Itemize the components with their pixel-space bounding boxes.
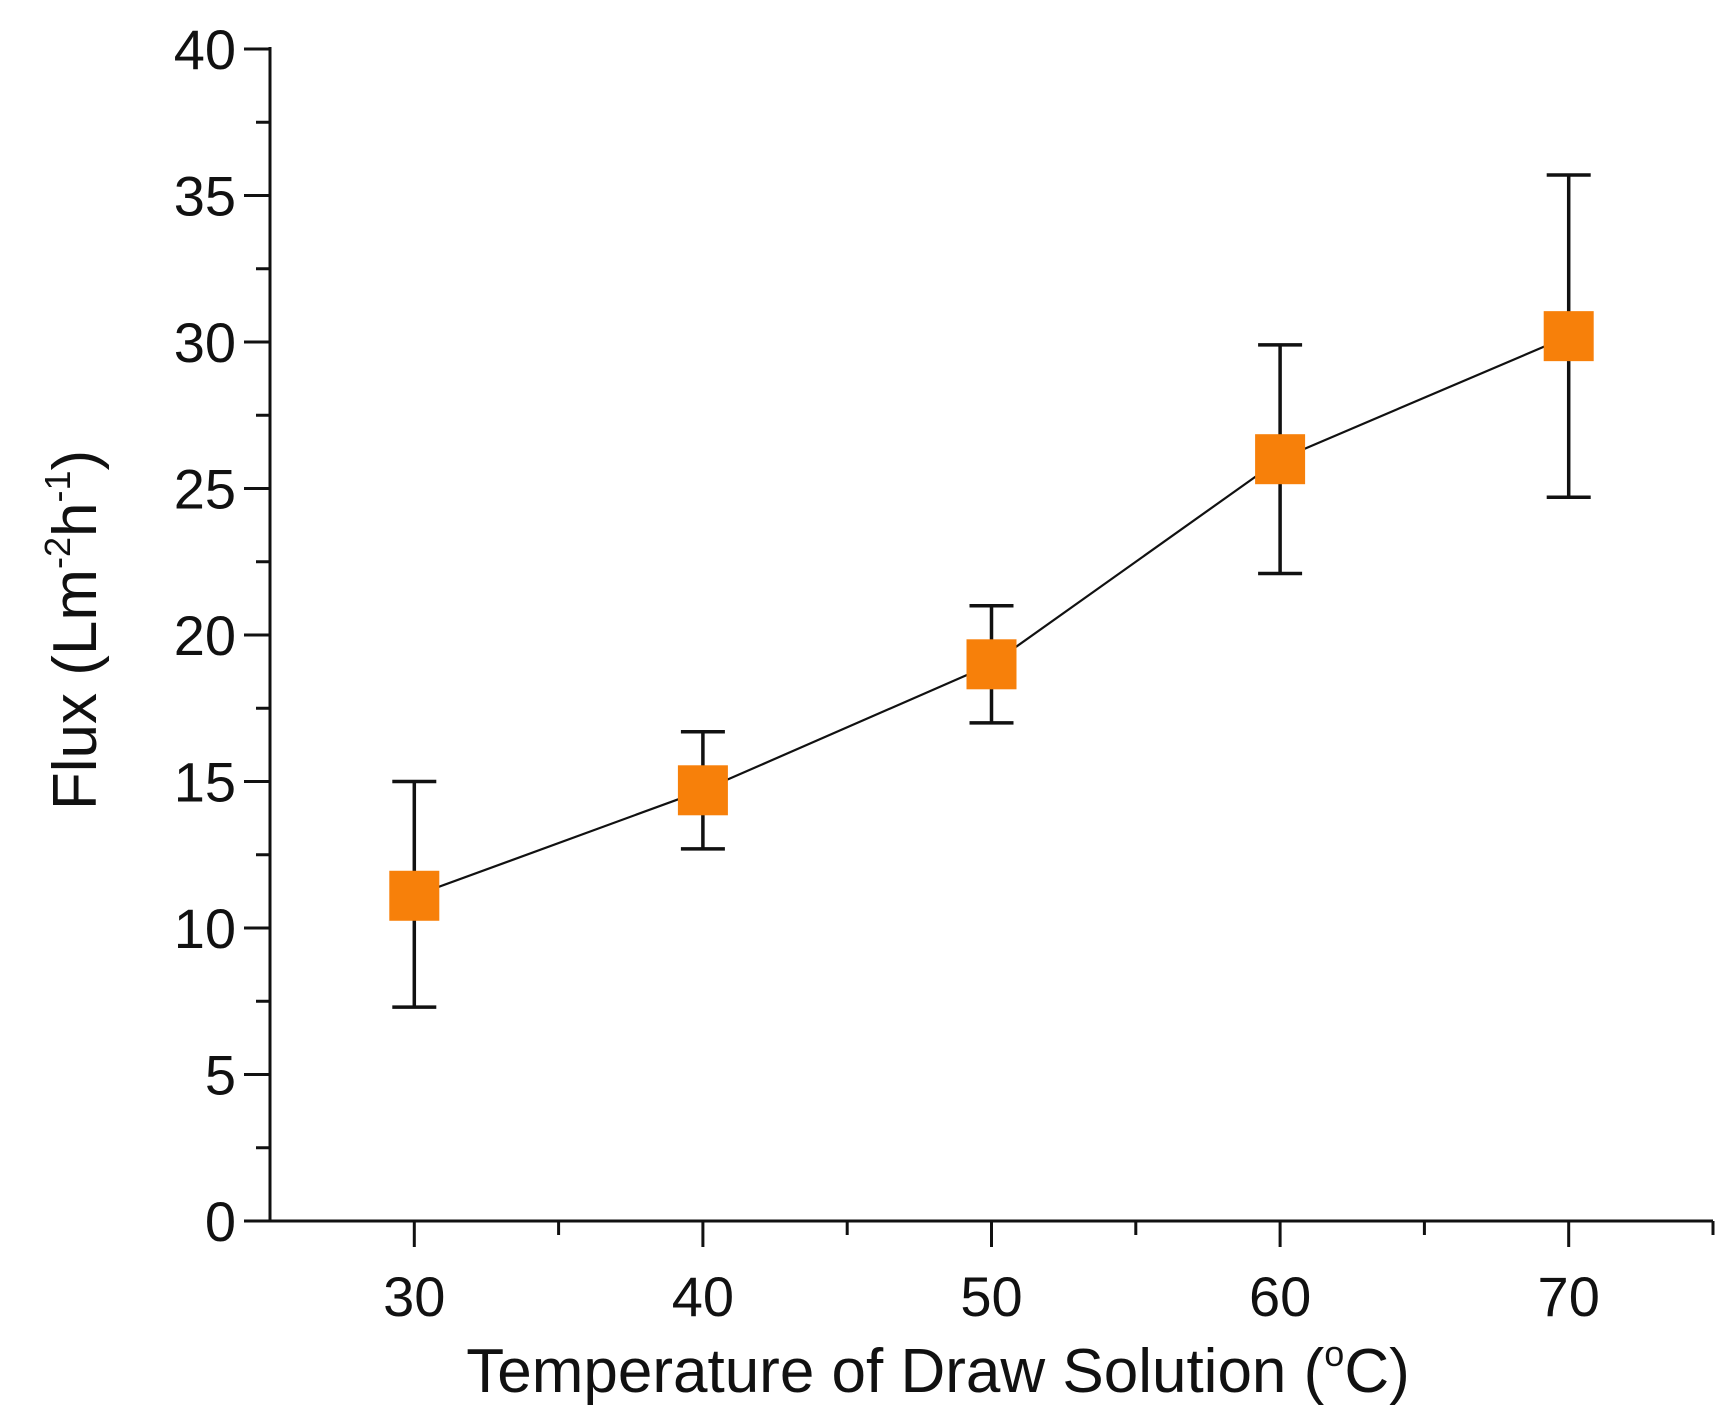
y-tick-label-15: 15 <box>174 751 236 814</box>
y-axis-title-sup2: -1 <box>37 471 78 503</box>
y-tick-label-40: 40 <box>174 18 236 81</box>
x-axis-title-main: Temperature of Draw Solution ( <box>466 1337 1324 1406</box>
y-tick-label-25: 25 <box>174 458 236 521</box>
y-axis-title-part2: h <box>41 503 110 537</box>
x-tick-label-60: 60 <box>1249 1265 1311 1328</box>
data-point-70 <box>1543 311 1594 362</box>
y-axis-title-sup1: -2 <box>37 537 78 569</box>
x-tick-label-40: 40 <box>672 1265 734 1328</box>
series-line-segment <box>990 458 1281 666</box>
y-tick-label-30: 30 <box>174 311 236 374</box>
data-point-50 <box>966 639 1017 690</box>
series-connector <box>413 335 1570 897</box>
data-markers <box>389 311 1594 921</box>
y-tick-label-10: 10 <box>174 897 236 960</box>
y-tick-label-5: 5 <box>205 1044 236 1107</box>
y-tick-label-20: 20 <box>174 604 236 667</box>
ticks: 0 5 10 15 20 25 30 35 40 30 40 50 60 70 <box>174 18 1715 1328</box>
x-tick-label-50: 50 <box>960 1265 1022 1328</box>
x-tick-label-70: 70 <box>1538 1265 1600 1328</box>
data-point-30 <box>389 870 440 921</box>
x-axis-title-unit: C) <box>1344 1337 1409 1406</box>
y-axis-title-part3: ) <box>41 450 110 471</box>
data-point-40 <box>677 765 728 816</box>
data-point-60 <box>1255 434 1306 485</box>
y-axis-title: Flux (Lm-2h-1) <box>37 450 110 810</box>
series-line-segment <box>702 663 992 792</box>
y-axis-title-part1: Flux (Lm <box>41 569 110 810</box>
y-tick-label-35: 35 <box>174 165 236 228</box>
x-axis-title-degree: o <box>1324 1333 1344 1374</box>
x-tick-label-30: 30 <box>383 1265 445 1328</box>
y-tick-label-0: 0 <box>205 1190 236 1253</box>
series-line-segment <box>1279 335 1570 461</box>
x-axis-title: Temperature of Draw Solution (oC) <box>466 1333 1410 1406</box>
error-bars <box>392 173 1591 1009</box>
series-line-segment <box>413 789 704 897</box>
